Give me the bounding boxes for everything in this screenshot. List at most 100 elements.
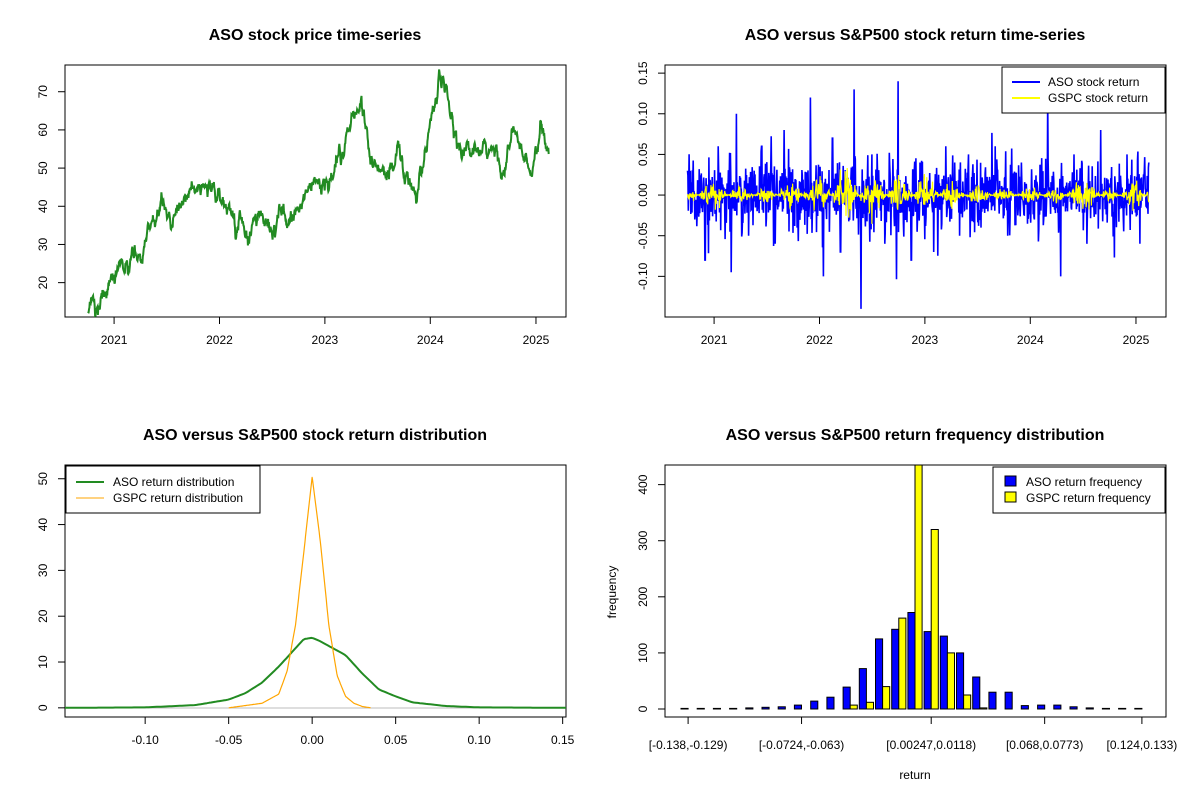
panel2-y-tick-label: 0.15 [636,61,650,85]
aso-frequency-bar [696,707,705,710]
panel3-x-tick-label: 0.15 [551,733,575,747]
panel4-y-tick-label: 300 [636,530,650,550]
panel2-legend-label-aso: ASO stock return [1048,75,1139,89]
aso-frequency-bar [891,628,900,710]
panel3-x-axis: -0.10 -0.05 0.00 0.05 0.10 0.15 [131,716,575,747]
panel3-legend-box [65,465,261,514]
aso-frequency-bar [1004,691,1013,710]
panel4-x-axis: [-0.138,-0.129) [-0.0724,-0.063) [0.00247,… [649,716,1178,752]
aso-frequency-bar [1134,707,1143,710]
gspc-frequency-bar [963,694,972,710]
panel3-y-tick-label: 0 [36,704,50,711]
aso-frequency-bar [842,686,851,710]
panel2-legend-box [1001,66,1166,114]
panel3-x-tick-label: -0.05 [215,733,243,747]
panel3-legend-label-gspc: GSPC return distribution [113,491,243,505]
panel4-y-tick-label: 100 [636,643,650,663]
aso-frequency-bar [777,706,786,710]
aso-frequency-bar [712,707,722,710]
panel2-y-tick-label: -0.10 [636,262,650,290]
aso-frequency-bar [810,700,819,710]
panel1-x-tick-label: 2022 [206,333,233,347]
panel2-y-tick-label: 0.10 [636,102,650,126]
panel4-x-tick-label: [0.068,0.0773) [1006,738,1083,752]
gspc-return-line [686,167,1150,225]
panel-price-timeseries: ASO stock price time-series 2021 2022 2023… [36,27,567,347]
aso-frequency-bar [988,691,997,710]
aso-frequency-bar [939,635,948,710]
aso-frequency-bar [1118,707,1127,710]
panel4-y-axis: 0 100 200 300 400 [636,474,666,712]
aso-frequency-bar [907,612,916,710]
panel2-legend: ASO stock return GSPC stock return [1001,66,1166,114]
panel4-x-axis-label: return [899,768,930,782]
aso-frequency-bar [1085,707,1094,710]
panel4-legend-label-aso: ASO return frequency [1026,475,1142,489]
panel1-x-tick-label: 2024 [417,333,444,347]
aso-frequency-bar [745,707,754,710]
panel2-x-tick-label: 2024 [1017,333,1044,347]
aso-frequency-bar [826,696,835,710]
panel3-series [65,476,566,709]
panel4-y-tick-label: 400 [636,474,650,494]
panel2-x-tick-label: 2023 [912,333,939,347]
panel4-y-tick-label: 0 [636,705,650,712]
panel4-x-tick-label: [0.00247,0.0118) [886,738,976,752]
panel1-y-axis: 20 30 40 50 60 70 [36,85,66,290]
panel4-x-tick-label: [-0.138,-0.129) [649,738,728,752]
aso-frequency-bar [875,638,884,710]
panel1-y-tick-label: 20 [36,276,50,290]
panel3-x-tick-label: -0.10 [131,733,159,747]
panel1-y-tick-label: 30 [36,237,50,251]
panel1-series [87,69,550,318]
panel3-title: ASO versus S&P500 stock return distribut… [143,427,487,444]
panel4-legend-swatch-gspc [1004,491,1017,503]
panel3-y-tick-label: 50 [36,472,50,486]
aso-frequency-bar [729,707,738,710]
panel3-legend-label-aso: ASO return distribution [113,475,234,489]
panel1-y-tick-label: 70 [36,85,50,99]
aso-price-line [87,69,550,318]
panel2-y-tick-label: -0.05 [636,222,650,250]
panel4-legend-box [992,466,1166,514]
aso-frequency-bar [793,704,803,710]
aso-frequency-bar [1020,705,1029,710]
aso-frequency-bar [956,652,965,710]
panel1-x-axis: 2021 2022 2023 2024 2025 [101,316,550,347]
panel1-y-tick-label: 40 [36,199,50,213]
aso-density-line [65,636,566,709]
panel3-x-tick-label: 0.05 [384,733,408,747]
panel2-x-tick-label: 2021 [701,333,728,347]
panel2-legend-label-gspc: GSPC stock return [1048,91,1148,105]
aso-frequency-bar [1101,707,1111,710]
panel2-y-tick-label: 0.00 [636,183,650,207]
aso-frequency-bar [680,707,689,710]
panel4-legend: ASO return frequency GSPC return frequen… [992,466,1166,514]
panel4-legend-label-gspc: GSPC return frequency [1026,491,1151,505]
gspc-frequency-bar [946,652,956,710]
panel4-x-tick-label: [0.124,0.133) [1107,738,1178,752]
panel1-x-tick-label: 2021 [101,333,128,347]
panel-return-timeseries: ASO versus S&P500 stock return time-seri… [636,27,1167,347]
aso-frequency-bar [761,706,770,710]
panel1-title: ASO stock price time-series [209,27,422,44]
panel-return-frequency: ASO versus S&P500 return frequency distr… [605,427,1177,782]
panel1-y-tick-label: 60 [36,123,50,137]
panel1-x-tick-label: 2025 [523,333,550,347]
panel3-y-tick-label: 20 [36,609,50,623]
gspc-frequency-bar [849,704,858,710]
aso-frequency-bar [923,631,932,710]
panel2-y-tick-label: 0.05 [636,142,650,166]
gspc-frequency-bar [930,529,939,710]
panel3-y-tick-label: 40 [36,518,50,532]
panel1-plot-frame [64,64,567,318]
panel4-title: ASO versus S&P500 return frequency distr… [726,427,1105,444]
panel1-y-tick-label: 50 [36,161,50,175]
panel4-x-tick-label: [-0.0724,-0.063) [759,738,844,752]
gspc-frequency-bar [898,617,907,710]
panel3-y-axis: 0 10 20 30 40 50 [36,472,66,711]
panel3-x-tick-label: 0.10 [467,733,491,747]
aso-frequency-bar [972,676,981,710]
panel2-x-axis: 2021 2022 2023 2024 2025 [701,316,1150,347]
